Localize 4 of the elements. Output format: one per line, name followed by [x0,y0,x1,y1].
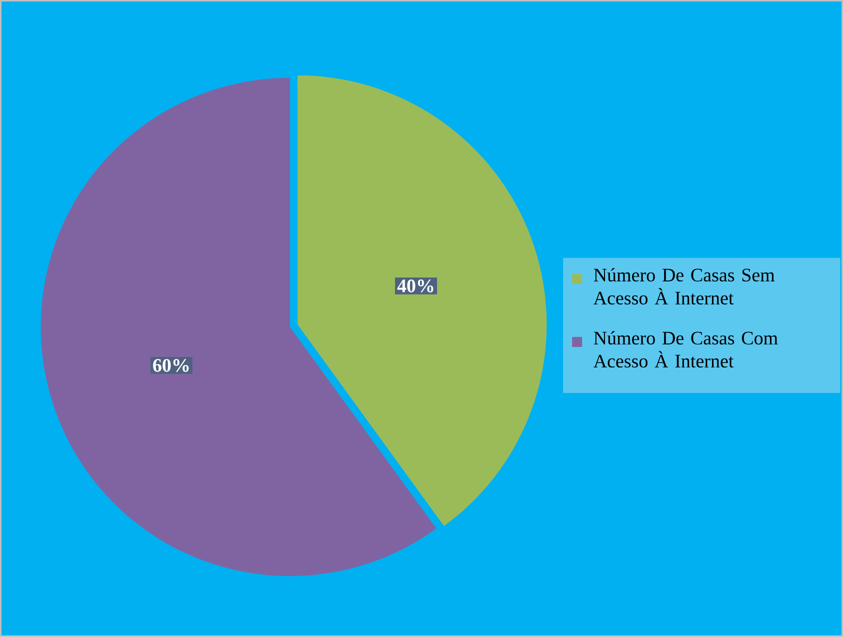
legend-label: Número De Casas Com Acesso À Internet [594,331,778,368]
legend-label: Número De Casas Sem Acesso À Internet [594,268,775,305]
data-label: 60% [153,359,189,372]
data-label: 40% [397,280,434,292]
